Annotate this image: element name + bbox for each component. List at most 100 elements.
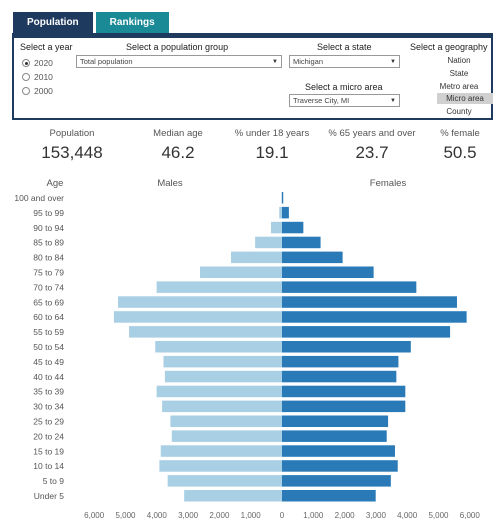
geo-state[interactable]: State (449, 69, 469, 78)
tab-population[interactable]: Population (13, 12, 93, 33)
state-label: Select a state (317, 42, 372, 52)
age-group-label: 30 to 34 (33, 402, 64, 412)
female-bar (282, 266, 374, 278)
stat-female-value: 50.5 (443, 143, 477, 162)
micro-select[interactable]: Traverse City, MI ▼ (289, 94, 400, 107)
male-bar (255, 236, 282, 249)
chevron-down-icon: ▼ (390, 59, 396, 65)
age-group-label: 65 to 69 (33, 297, 64, 307)
male-bar (231, 251, 282, 264)
age-axis-header: Age (47, 178, 64, 189)
x-tick-label: 2,000 (335, 511, 356, 520)
age-group-label: 100 and over (14, 193, 64, 203)
chevron-down-icon: ▼ (272, 59, 278, 65)
age-group-label: 10 to 14 (33, 461, 64, 471)
male-bar (156, 281, 282, 293)
male-bar (160, 445, 282, 457)
geo-metro[interactable]: Metro area (439, 82, 479, 91)
chevron-down-icon: ▼ (390, 98, 396, 104)
year-option-2000[interactable]: 2000 (22, 86, 53, 96)
female-bar (282, 341, 411, 353)
male-bar (118, 296, 283, 308)
male-bar (171, 430, 282, 442)
female-bar (282, 445, 395, 457)
filter-panel: Select a year 2020 2010 2000 Select a po… (12, 33, 493, 120)
year-option-2010[interactable]: 2010 (22, 72, 53, 82)
female-bar (282, 251, 343, 264)
radio-icon (22, 73, 30, 81)
stat-median-age-label: Median age (153, 128, 203, 139)
age-group-label: 75 to 79 (33, 268, 64, 278)
male-bar (167, 475, 282, 487)
stat-under18-label: % under 18 years (234, 128, 310, 139)
female-bar (282, 490, 376, 502)
stat-65plus-label: % 65 years and over (328, 128, 416, 139)
stat-population-label: Population (49, 128, 95, 139)
geo-micro[interactable]: Micro area (437, 93, 493, 104)
stat-population-value: 153,448 (41, 143, 103, 162)
age-group-label: Under 5 (34, 491, 65, 501)
age-group-label: 20 to 24 (33, 431, 64, 441)
age-group-label: 55 to 59 (33, 327, 64, 337)
x-tick-label: 3,000 (178, 511, 199, 520)
female-bar (282, 370, 397, 383)
tab-bar: Population Rankings (13, 12, 172, 33)
male-bar (170, 415, 282, 427)
female-bar (282, 281, 417, 293)
geography-label: Select a geography (410, 42, 488, 52)
x-tick-label: 4,000 (397, 511, 418, 520)
geo-county[interactable]: County (446, 107, 472, 116)
female-bar (282, 400, 406, 413)
age-group-label: 15 to 19 (33, 446, 64, 456)
male-bar (129, 326, 282, 338)
stat-female-label: % female (440, 128, 480, 139)
male-bar (270, 221, 282, 234)
tab-rankings[interactable]: Rankings (95, 12, 169, 33)
x-tick-label: 1,000 (241, 511, 262, 520)
female-bar (282, 221, 304, 234)
male-bar (162, 400, 282, 413)
age-group-label: 40 to 44 (33, 372, 64, 382)
year-option-2020[interactable]: 2020 (22, 58, 53, 68)
age-group-label: 25 to 29 (33, 417, 64, 427)
age-group-label: 85 to 89 (33, 238, 64, 248)
age-group-label: 45 to 49 (33, 357, 64, 367)
stat-under18-value: 19.1 (255, 143, 289, 162)
female-bar (282, 296, 457, 308)
x-tick-label: 5,000 (115, 511, 136, 520)
state-select[interactable]: Michigan ▼ (289, 55, 400, 68)
female-bar (282, 206, 289, 219)
group-select[interactable]: Total population ▼ (76, 55, 282, 68)
micro-label: Select a micro area (305, 82, 383, 92)
x-tick-label: 3,000 (366, 511, 387, 520)
female-bar (282, 430, 387, 442)
male-bar (155, 341, 282, 353)
age-group-label: 60 to 64 (33, 312, 64, 322)
stat-median-age-value: 46.2 (161, 143, 195, 162)
age-group-label: 50 to 54 (33, 342, 64, 352)
females-header: Females (370, 178, 407, 189)
female-bar (282, 326, 451, 338)
male-bar (156, 385, 282, 398)
x-tick-label: 6,000 (84, 511, 105, 520)
radio-icon (22, 87, 30, 95)
age-group-label: 70 to 74 (33, 282, 64, 292)
male-bar (113, 311, 283, 323)
x-tick-label: 5,000 (428, 511, 449, 520)
male-bar (164, 370, 282, 383)
male-bar (163, 355, 282, 368)
x-tick-label: 2,000 (209, 511, 230, 520)
x-tick-label: 0 (280, 511, 285, 520)
geo-nation[interactable]: Nation (447, 56, 471, 65)
age-group-label: 90 to 94 (33, 223, 64, 233)
female-bar (282, 415, 389, 427)
year-label: Select a year (20, 42, 73, 52)
female-bar (282, 460, 398, 472)
female-bar (282, 385, 406, 398)
female-bar (282, 236, 321, 249)
males-header: Males (157, 178, 183, 189)
x-tick-label: 4,000 (147, 511, 168, 520)
group-label: Select a population group (126, 42, 229, 52)
age-group-label: 5 to 9 (43, 476, 65, 486)
male-bar (279, 206, 282, 219)
